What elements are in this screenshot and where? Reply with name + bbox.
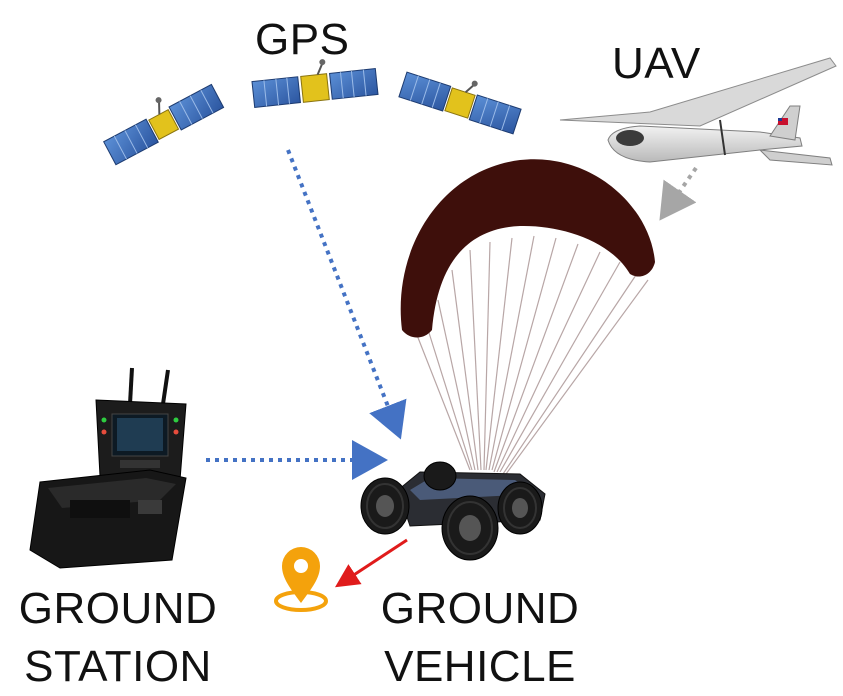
- location-pin-icon: [274, 547, 328, 612]
- gps-link-arrow: [286, 149, 407, 440]
- satellite-icon: [398, 71, 522, 135]
- ground-station-label-line2: STATION: [24, 642, 212, 691]
- gps-label: GPS: [255, 15, 350, 64]
- satellite-icon: [251, 59, 379, 108]
- uav-link-arrow: [659, 166, 698, 221]
- ground-vehicle-icon: [360, 461, 546, 561]
- ground-vehicle-label-line2: VEHICLE: [384, 642, 576, 691]
- uav-label: UAV: [612, 39, 701, 88]
- ground-vehicle-label-line1: GROUND: [380, 584, 580, 633]
- ground-station-label: GROUND STATION: [8, 580, 228, 696]
- parafoil-icon: [400, 159, 655, 338]
- ground-vehicle-label: GROUND VEHICLE: [360, 580, 600, 696]
- uav-icon: [559, 57, 837, 166]
- satellite-icon: [103, 83, 225, 166]
- ground-station-icon: [29, 367, 187, 569]
- parafoil-lines: [414, 235, 649, 475]
- vehicle-path-arrow: [334, 538, 408, 588]
- ground-station-label-line1: GROUND: [18, 584, 218, 633]
